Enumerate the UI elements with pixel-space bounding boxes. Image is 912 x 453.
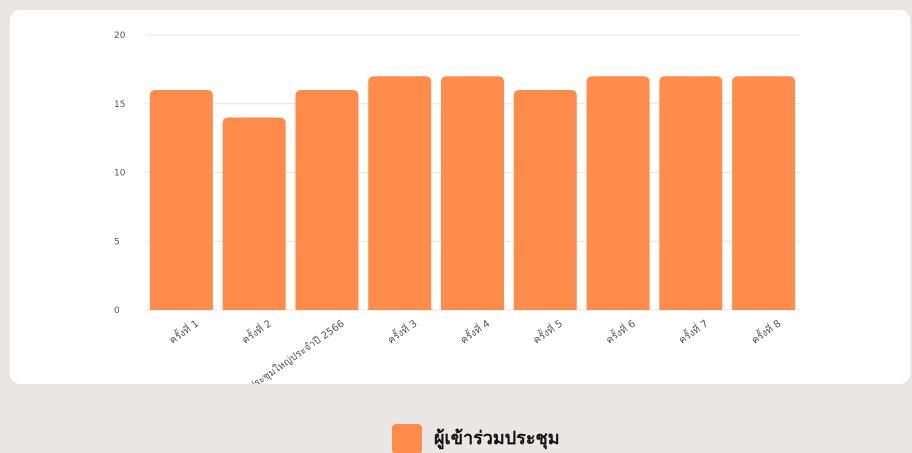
legend-swatch (392, 424, 422, 453)
bar[interactable] (149, 90, 213, 310)
y-tick-label: 10 (114, 169, 126, 179)
x-tick-label: ครั้งที่ 7 (675, 316, 710, 346)
x-tick-label: ครั้งที่ 4 (457, 316, 492, 346)
y-tick-label: 15 (114, 100, 125, 110)
bar[interactable] (659, 76, 723, 310)
bar[interactable] (295, 90, 359, 310)
bar[interactable] (222, 117, 286, 311)
bar[interactable] (732, 76, 796, 310)
bar[interactable] (368, 76, 432, 310)
chart-card: 0 5 10 15 20 ครั้งที่ 1 ครั้งที่ 2 ประชุมใหญ่ปร… (10, 10, 910, 384)
bar[interactable] (441, 76, 504, 310)
bar[interactable] (513, 90, 577, 310)
x-tick-label: ครั้งที่ 2 (239, 316, 274, 346)
y-tick-label: 0 (114, 306, 120, 316)
chart-legend: ผู้เข้าร่วมประชุม (392, 424, 560, 453)
x-tick-label: ครั้งที่ 6 (603, 316, 638, 346)
y-tick-label: 20 (114, 31, 126, 41)
x-tick-label: ครั้งที่ 5 (530, 316, 565, 346)
x-tick-label: ครั้งที่ 1 (166, 316, 201, 346)
legend-label: ผู้เข้าร่วมประชุม (434, 428, 560, 449)
x-tick-label: ครั้งที่ 8 (748, 316, 783, 346)
bar[interactable] (586, 76, 650, 310)
x-tick-label: ครั้งที่ 3 (384, 316, 419, 346)
y-tick-label: 5 (114, 237, 120, 247)
